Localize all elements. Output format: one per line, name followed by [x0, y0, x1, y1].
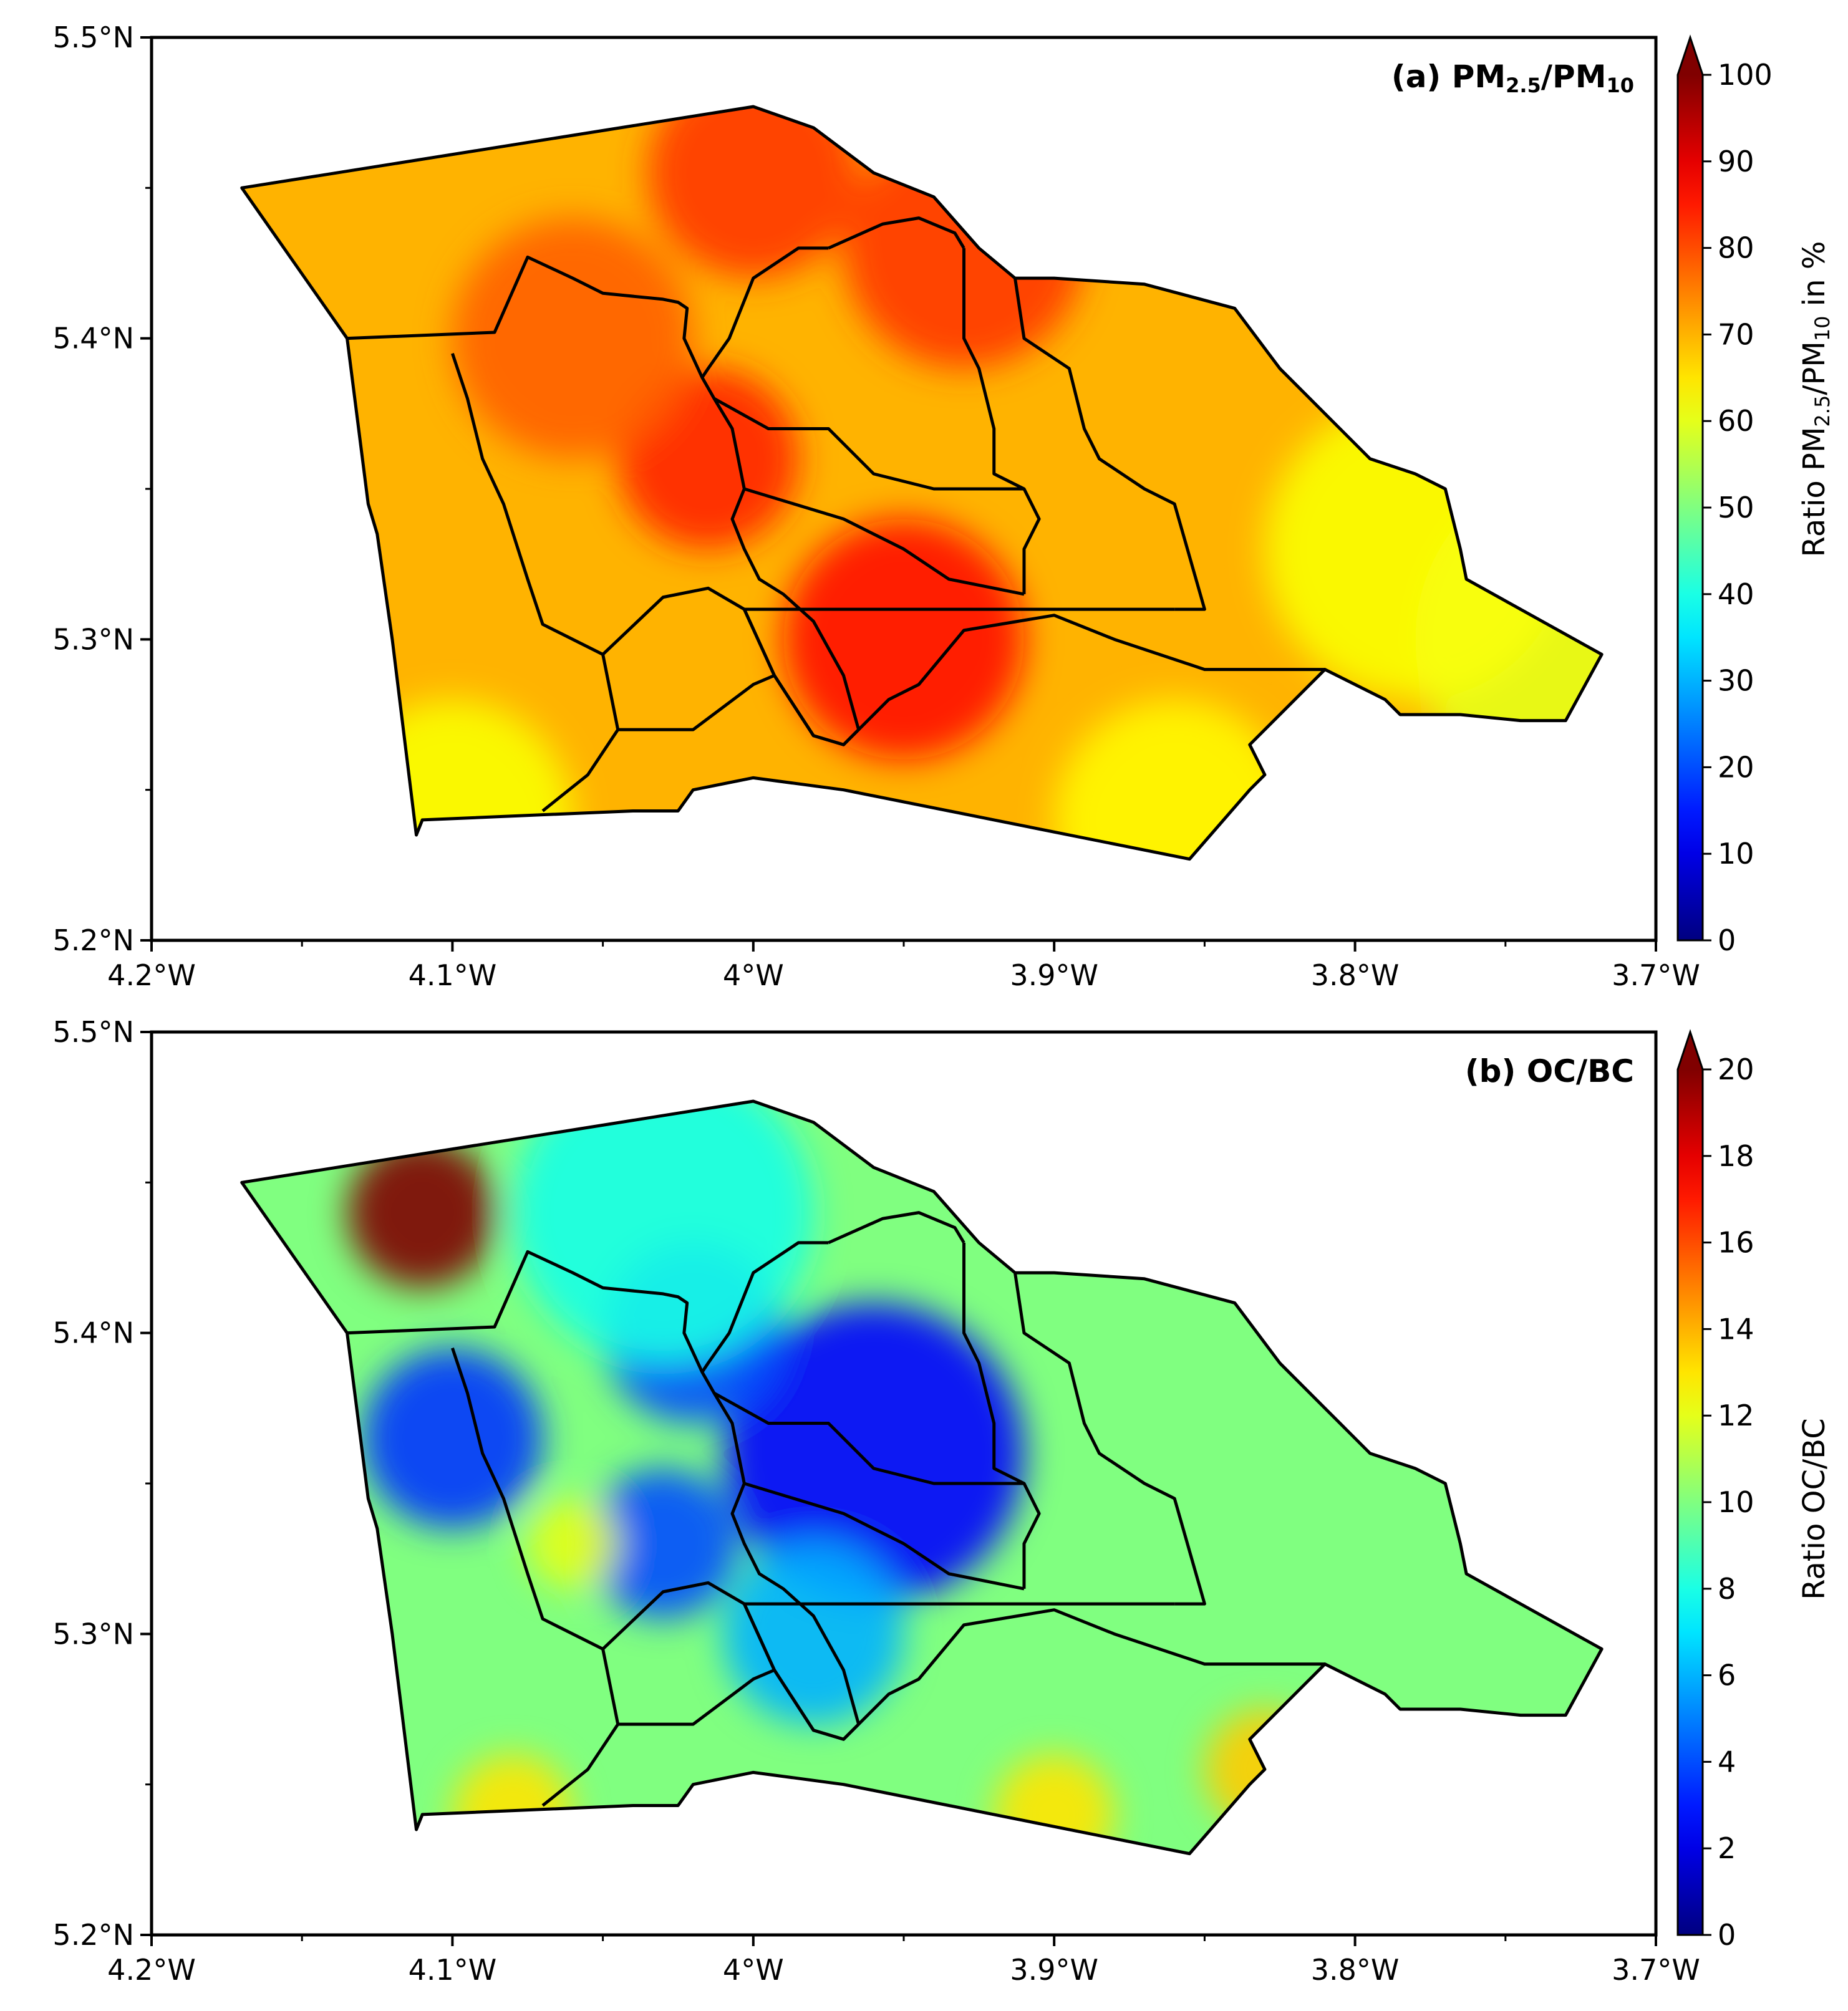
- district-boundary: [541, 653, 620, 813]
- y-tick-label: 5.2°N: [52, 1918, 134, 1952]
- district-boundary: [347, 1250, 861, 1741]
- district-boundary: [541, 1648, 620, 1807]
- district-boundary: [828, 216, 965, 250]
- field-hotspot: [723, 1543, 904, 1725]
- x-tick-label: 4°W: [723, 1953, 784, 1987]
- colorbar-tick-label: 4: [1718, 1745, 1736, 1778]
- outline-boundary: [240, 105, 1604, 861]
- panel-a-title: (a) PM2.5/PM10: [1391, 59, 1634, 97]
- x-tick-label: 3.8°W: [1311, 1953, 1400, 1987]
- x-tick-label: 3.7°W: [1612, 1953, 1700, 1987]
- panel-a-axes: 4.2°W 4.1°W 4°W 3.9°W 3.8°W 3.7°W 5.5°N 5.4°N 5.…: [52, 21, 1700, 992]
- x-tick-label: 3.9°W: [1010, 1953, 1098, 1987]
- y-tick-label: 5.4°N: [52, 1316, 134, 1350]
- x-tick-label: 4.2°W: [107, 1953, 196, 1987]
- field-hotspot: [362, 1348, 543, 1529]
- colorbar-tick-label: 6: [1718, 1659, 1736, 1692]
- y-tick-label: 5.4°N: [52, 322, 134, 355]
- panel-b: 4.2°W 4.1°W 4°W 3.9°W 3.8°W 3.7°W 5.5°N 5.4°N 5.…: [52, 1015, 1832, 1987]
- district-boundary: [828, 1211, 965, 1245]
- district-boundary: [713, 1392, 1024, 1485]
- district-boundary: [962, 1242, 1041, 1589]
- district-boundary: [743, 609, 1325, 746]
- y-tick-label: 5.5°N: [52, 21, 134, 54]
- colorbar-tick-label: 2: [1718, 1831, 1736, 1865]
- district-boundary: [1013, 277, 1206, 611]
- district-boundary: [743, 487, 1025, 596]
- colorbar-tick-label: 90: [1718, 145, 1754, 178]
- x-tick-label: 3.7°W: [1612, 958, 1700, 992]
- panel-b-boundaries: [240, 1099, 1604, 1856]
- colorbar-tick-label: 18: [1718, 1139, 1754, 1173]
- x-tick-label: 4.1°W: [409, 958, 497, 992]
- colorbar-gradient: [1678, 75, 1703, 940]
- colorbar-tick-label: 0: [1718, 924, 1736, 957]
- colorbar-extend-arrow: [1678, 1032, 1703, 1069]
- field-hotspot: [452, 218, 694, 459]
- field-hotspot: [723, 1303, 1024, 1604]
- colorbar-tick-label: 14: [1718, 1312, 1754, 1346]
- y-tick-label: 5.5°N: [52, 1015, 134, 1049]
- colorbar-tick-label: 30: [1718, 664, 1754, 698]
- colorbar-tick-label: 20: [1718, 750, 1754, 784]
- panel-a-colorbar-label: Ratio PM2.5/PM10 in %: [1797, 241, 1834, 557]
- district-boundary: [617, 673, 775, 731]
- field-hotspot: [588, 1468, 738, 1619]
- field-hotspot: [783, 519, 1024, 760]
- panel-b-colorbar: 0 2 4 6 8 10 12 14 16 18 20: [1676, 1029, 1754, 1952]
- colorbar-tick-label: 16: [1718, 1226, 1754, 1260]
- colorbar-extend-arrow: [1678, 37, 1703, 75]
- district-boundary: [962, 248, 1041, 594]
- y-tick-label: 5.2°N: [52, 924, 134, 957]
- field-hotspot: [1054, 699, 1295, 859]
- colorbar-tick-label: 100: [1718, 58, 1773, 92]
- panel-a-colorbar: 0 10 20 30 40 50 60 70 80 90 100: [1676, 34, 1773, 957]
- district-boundary: [347, 255, 861, 746]
- district-boundary: [713, 397, 1024, 491]
- field-hotspot: [512, 1101, 814, 1363]
- colorbar-tick-label: 8: [1718, 1572, 1736, 1606]
- colorbar-tick-label: 80: [1718, 231, 1754, 265]
- district-boundary: [617, 1668, 775, 1726]
- colorbar-tick-label: 40: [1718, 577, 1754, 611]
- field-hotspot: [347, 1137, 498, 1288]
- colorbar-tick-label: 50: [1718, 491, 1754, 524]
- colorbar-gradient: [1678, 1069, 1703, 1935]
- colorbar-tick-label: 0: [1718, 1918, 1736, 1952]
- panel-a-boundaries: [240, 105, 1604, 861]
- district-boundary: [1013, 1272, 1206, 1606]
- x-tick-label: 4°W: [723, 958, 784, 992]
- district-boundary: [743, 1482, 1025, 1591]
- y-tick-label: 5.3°N: [52, 622, 134, 656]
- district-boundary: [700, 246, 829, 379]
- colorbar-tick-label: 10: [1718, 1485, 1754, 1519]
- district-boundary: [743, 1603, 1325, 1741]
- y-tick-label: 5.3°N: [52, 1617, 134, 1651]
- x-tick-label: 3.9°W: [1010, 958, 1098, 992]
- field-hotspot: [528, 1498, 618, 1589]
- panel-b-axes: 4.2°W 4.1°W 4°W 3.9°W 3.8°W 3.7°W 5.5°N 5.4°N 5.…: [52, 1015, 1700, 1987]
- panel-b-colorbar-label: Ratio OC/BC: [1797, 1418, 1832, 1600]
- x-tick-label: 4.1°W: [409, 1953, 497, 1987]
- x-tick-label: 4.2°W: [107, 958, 196, 992]
- panel-a: 4.2°W 4.1°W 4°W 3.9°W 3.8°W 3.7°W 5.5°N 5.4°N 5.…: [52, 21, 1834, 992]
- colorbar-tick-label: 20: [1718, 1053, 1754, 1086]
- colorbar-tick-label: 12: [1718, 1399, 1754, 1432]
- panel-b-title: (b) OC/BC: [1465, 1053, 1634, 1089]
- colorbar-tick-label: 70: [1718, 317, 1754, 351]
- colorbar-tick-label: 60: [1718, 404, 1754, 438]
- colorbar-tick-label: 10: [1718, 837, 1754, 870]
- district-boundary: [700, 1241, 829, 1373]
- x-tick-label: 3.8°W: [1311, 958, 1400, 992]
- outline-boundary: [240, 1099, 1604, 1856]
